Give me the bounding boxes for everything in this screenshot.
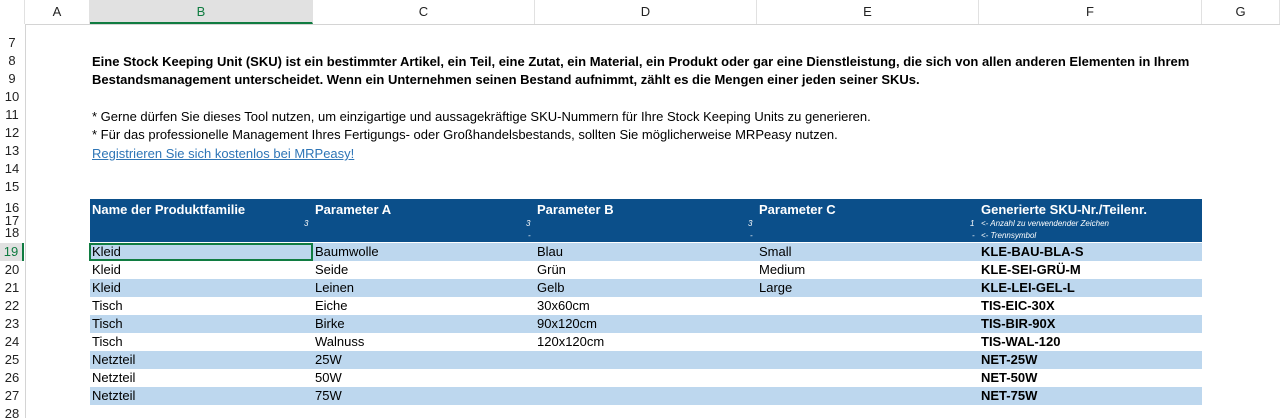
intro-bullet-1: * Gerne dürfen Sie dieses Tool nutzen, u…: [92, 109, 871, 124]
cell-sku[interactable]: TIS-EIC-30X: [981, 298, 1055, 313]
intro-bullet-2: * Für das professionelle Management Ihre…: [92, 127, 838, 142]
cell-sku[interactable]: KLE-SEI-GRÜ-M: [981, 262, 1081, 277]
cell-sku[interactable]: KLE-LEI-GEL-L: [981, 280, 1075, 295]
intro-line-2: Bestandsmanagement unterscheidet. Wenn e…: [92, 72, 920, 87]
mrpeasy-signup-link[interactable]: Registrieren Sie sich kostenlos bei MRPe…: [92, 146, 355, 161]
cell-param-a[interactable]: 75W: [315, 388, 342, 403]
separator-a[interactable]: -: [528, 231, 531, 240]
cell-sku[interactable]: NET-50W: [981, 370, 1038, 385]
table-row-stripe: [90, 315, 1202, 333]
row-header-9[interactable]: 9: [8, 71, 16, 86]
row-header-11[interactable]: 11: [5, 107, 19, 122]
row-header-27[interactable]: 27: [4, 388, 20, 403]
row-header-15[interactable]: 15: [4, 179, 20, 194]
row-header-17[interactable]: 17: [4, 213, 20, 228]
cell-param-c[interactable]: Small: [759, 244, 792, 259]
row-header-25[interactable]: 25: [4, 352, 20, 367]
char-count-note: <- Anzahl zu verwendender Zeichen: [981, 219, 1109, 228]
cell-sku[interactable]: NET-25W: [981, 352, 1038, 367]
cell-param-b[interactable]: 30x60cm: [537, 298, 590, 313]
separator-note: <- Trennsymbol: [981, 231, 1037, 240]
cell-family[interactable]: Kleid: [92, 280, 121, 295]
header-product-family[interactable]: Name der Produktfamilie: [92, 202, 246, 217]
cell-param-c[interactable]: Large: [759, 280, 793, 295]
cell-family[interactable]: Tisch: [92, 316, 123, 331]
table-row-stripe: [90, 351, 1202, 369]
separator-c[interactable]: -: [972, 231, 975, 240]
header-parameter-c[interactable]: Parameter C: [759, 202, 836, 217]
cell-param-a[interactable]: 50W: [315, 370, 342, 385]
row-header-16[interactable]: 16: [4, 200, 20, 215]
cell-family[interactable]: Tisch: [92, 298, 123, 313]
row-header-26[interactable]: 26: [4, 370, 20, 385]
table-row-stripe: [90, 387, 1202, 405]
cell-param-b[interactable]: Blau: [537, 244, 564, 259]
row-header-28[interactable]: 28: [4, 406, 20, 418]
select-all-corner[interactable]: [0, 0, 25, 24]
column-header-e[interactable]: E: [757, 0, 979, 24]
cell-param-a[interactable]: Walnuss: [315, 334, 365, 349]
row-header-21[interactable]: 21: [4, 280, 20, 295]
cell-family[interactable]: Netzteil: [92, 352, 136, 367]
row-header-20[interactable]: 20: [4, 262, 20, 277]
cell-param-a[interactable]: Leinen: [315, 280, 355, 295]
cell-sku[interactable]: TIS-WAL-120: [981, 334, 1061, 349]
row-header-22[interactable]: 22: [4, 298, 20, 313]
char-count-param-b[interactable]: 3: [748, 219, 753, 228]
char-count-family[interactable]: 3: [304, 219, 309, 228]
table-row-stripe: [90, 279, 1202, 297]
cell-param-a[interactable]: Birke: [315, 316, 345, 331]
row-header-12[interactable]: 12: [4, 125, 20, 140]
column-header-f[interactable]: F: [979, 0, 1202, 24]
header-generated-sku[interactable]: Generierte SKU-Nr./Teilenr.: [981, 202, 1147, 217]
header-parameter-b[interactable]: Parameter B: [537, 202, 614, 217]
table-row-stripe: [90, 243, 1202, 261]
row-header-18[interactable]: 18: [4, 225, 20, 240]
cell-family[interactable]: Tisch: [92, 334, 123, 349]
cell-family[interactable]: Netzteil: [92, 370, 136, 385]
column-header-g[interactable]: G: [1202, 0, 1280, 24]
cell-param-a[interactable]: Baumwolle: [315, 244, 379, 259]
cell-sku[interactable]: TIS-BIR-90X: [981, 316, 1056, 331]
row-header-13[interactable]: 13: [4, 143, 20, 158]
row-header-19[interactable]: 19: [0, 243, 24, 261]
cell-param-a[interactable]: Eiche: [315, 298, 348, 313]
row-header-14[interactable]: 14: [4, 161, 20, 176]
table-header: [90, 199, 1202, 242]
row-header-10[interactable]: 10: [4, 89, 20, 104]
char-count-param-a[interactable]: 3: [526, 219, 531, 228]
cell-family[interactable]: Netzteil: [92, 388, 136, 403]
column-header-a[interactable]: A: [25, 0, 90, 24]
cell-param-b[interactable]: 120x120cm: [537, 334, 605, 349]
column-header-d[interactable]: D: [535, 0, 757, 24]
column-header-b[interactable]: B: [90, 0, 313, 24]
row-header-bar: [0, 24, 26, 418]
header-parameter-a[interactable]: Parameter A: [315, 202, 392, 217]
cell-family[interactable]: Kleid: [92, 244, 121, 259]
cell-sku[interactable]: NET-75W: [981, 388, 1038, 403]
cell-param-b[interactable]: 90x120cm: [537, 316, 597, 331]
cell-param-c[interactable]: Medium: [759, 262, 806, 277]
cell-param-b[interactable]: Gelb: [537, 280, 565, 295]
cell-param-b[interactable]: Grün: [537, 262, 566, 277]
cell-sku[interactable]: KLE-BAU-BLA-S: [981, 244, 1084, 259]
row-header-24[interactable]: 24: [4, 334, 20, 349]
cell-family[interactable]: Kleid: [92, 262, 121, 277]
separator-b[interactable]: -: [750, 231, 753, 240]
cell-param-a[interactable]: Seide: [315, 262, 349, 277]
char-count-param-c[interactable]: 1: [970, 219, 975, 228]
cell-param-a[interactable]: 25W: [315, 352, 342, 367]
intro-line-1: Eine Stock Keeping Unit (SKU) ist ein be…: [92, 54, 1190, 69]
row-header-23[interactable]: 23: [4, 316, 20, 331]
column-header-c[interactable]: C: [313, 0, 535, 24]
row-header-7[interactable]: 7: [8, 35, 16, 50]
column-header-bar: A B C D E F G: [0, 0, 1280, 25]
active-cell-selection: [89, 243, 313, 261]
row-header-8[interactable]: 8: [8, 53, 16, 68]
